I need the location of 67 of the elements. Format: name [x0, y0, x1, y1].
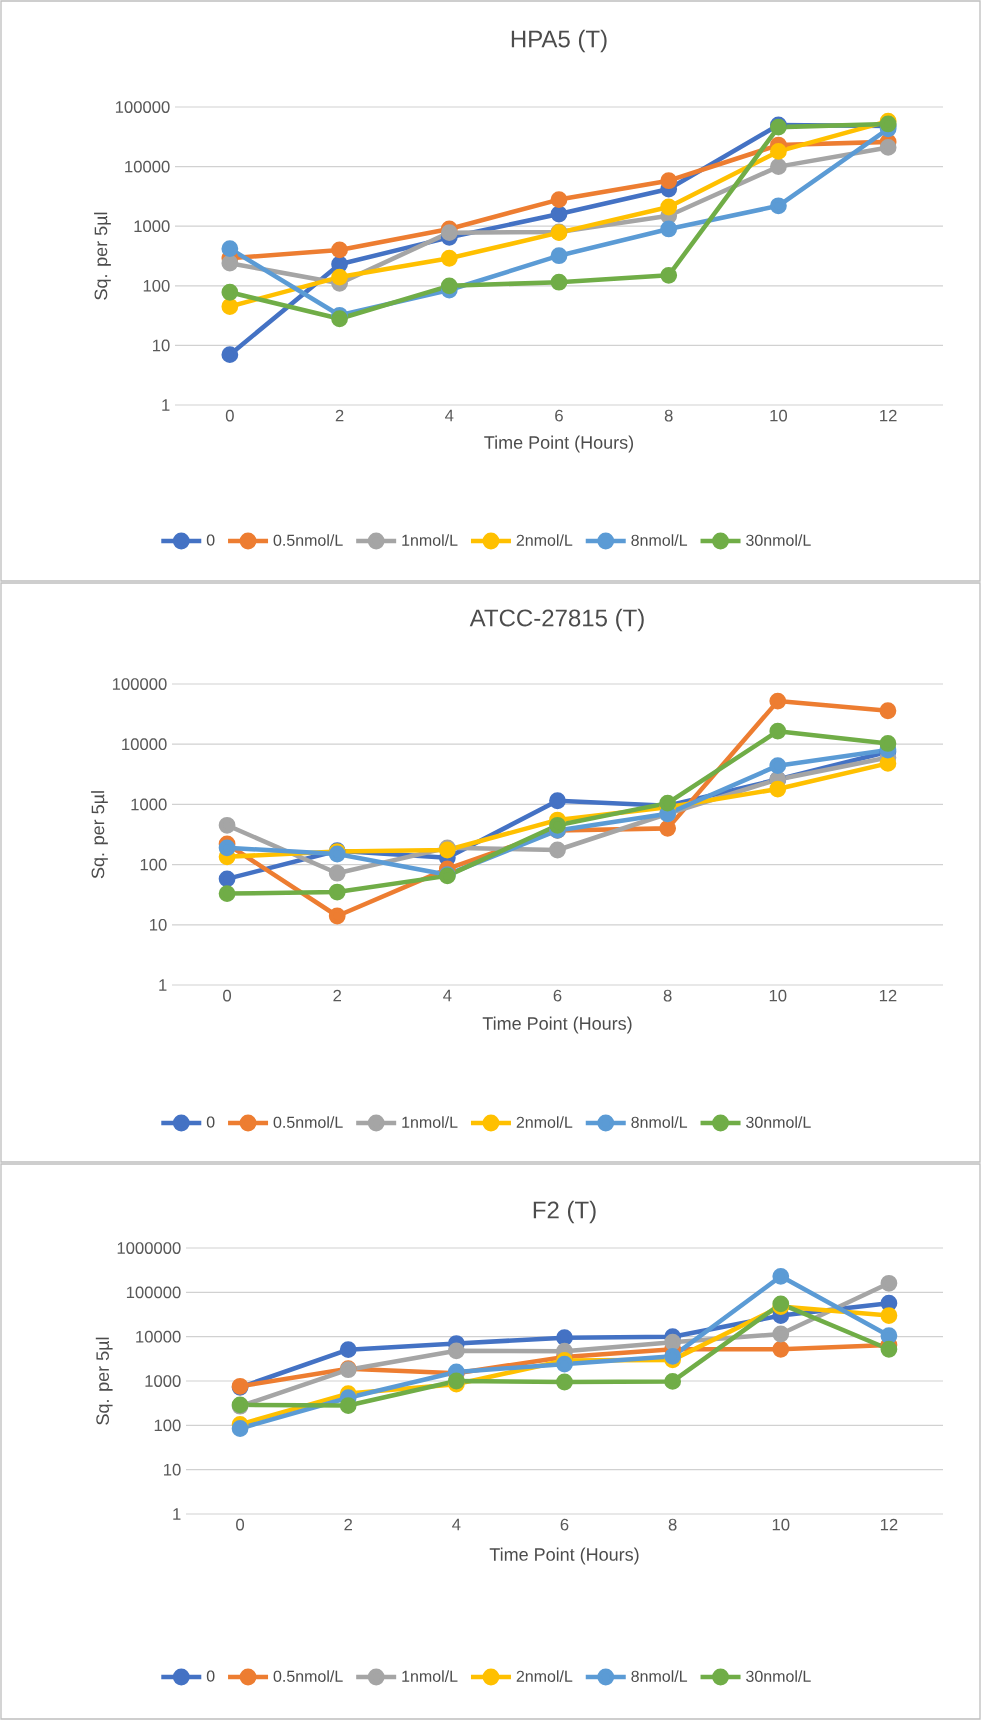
- x-tick-label: 0: [223, 989, 232, 1002]
- y-tick-label: 1000: [145, 1375, 181, 1387]
- y-tick-label: 1000: [134, 220, 170, 233]
- chart-title: F2 (T): [533, 1200, 596, 1224]
- x-tick-label: 6: [555, 409, 563, 422]
- x-tick-label: 6: [560, 1518, 569, 1531]
- x-tick-label: 2: [333, 989, 341, 1002]
- legend-label: 30nmol/L: [746, 1670, 811, 1682]
- x-tick-label: 4: [443, 989, 452, 1002]
- legend-label: 8nmol/L: [631, 1116, 688, 1128]
- y-tick-label: 100: [143, 279, 170, 292]
- legend-label: 30nmol/L: [746, 534, 811, 546]
- legend-label: 8nmol/L: [631, 1670, 688, 1682]
- x-axis-title: Time Point (Hours): [482, 1016, 632, 1034]
- x-tick-label: 10: [769, 989, 787, 1002]
- x-tick-label: 4: [452, 1518, 461, 1531]
- legend-label: 30nmol/L: [746, 1116, 811, 1128]
- x-tick-label: 4: [445, 409, 454, 422]
- y-tick-label: 1: [173, 1508, 181, 1520]
- x-tick-label: 0: [236, 1518, 245, 1531]
- y-axis-title: Sq. per 5µl: [91, 791, 108, 879]
- legend-label: 0: [206, 534, 215, 546]
- legend-label: 0.5nmol/L: [273, 534, 343, 546]
- x-tick-label: 6: [553, 989, 562, 1002]
- y-tick-label: 10000: [122, 738, 167, 751]
- x-tick-label: 12: [880, 1518, 898, 1531]
- x-tick-label: 10: [770, 409, 788, 422]
- y-tick-label: 1: [162, 399, 170, 411]
- legend-label: 0: [206, 1116, 215, 1128]
- x-tick-label: 2: [335, 409, 344, 422]
- legend-label: 8nmol/L: [631, 534, 688, 546]
- legend-label: 2nmol/L: [516, 1670, 573, 1682]
- y-tick-label: 10: [153, 339, 170, 352]
- y-tick-label: 100000: [126, 1286, 181, 1299]
- chart-title: ATCC-27815 (T): [469, 608, 644, 632]
- legend-label: 2nmol/L: [516, 534, 573, 546]
- x-tick-label: 8: [663, 989, 672, 1002]
- y-tick-label: 100: [140, 858, 167, 871]
- x-tick-label: 8: [668, 1518, 677, 1531]
- x-tick-label: 12: [879, 989, 897, 1002]
- y-tick-label: 10: [150, 918, 167, 931]
- x-axis-title: Time Point (Hours): [489, 1547, 639, 1565]
- legend-label: 0.5nmol/L: [273, 1670, 343, 1682]
- legend-label: 2nmol/L: [516, 1116, 573, 1128]
- x-tick-label: 12: [880, 409, 897, 422]
- y-tick-label: 10: [164, 1463, 181, 1476]
- y-tick-label: 10000: [136, 1330, 181, 1343]
- legend-label: 1nmol/L: [402, 534, 458, 546]
- x-tick-label: 8: [664, 409, 673, 422]
- y-tick-label: 1000000: [117, 1242, 181, 1254]
- x-tick-label: 2: [344, 1518, 352, 1531]
- y-tick-label: 100: [154, 1419, 181, 1432]
- y-tick-label: 100000: [115, 101, 170, 113]
- x-tick-label: 10: [772, 1518, 790, 1531]
- legend-label: 0: [206, 1670, 215, 1682]
- x-axis-title: Time Point (Hours): [484, 435, 634, 453]
- y-tick-label: 10000: [125, 160, 170, 173]
- y-axis-title: Sq. per 5µl: [95, 1337, 113, 1425]
- y-axis-title: Sq. per 5µl: [94, 212, 111, 300]
- legend-label: 1nmol/L: [402, 1116, 458, 1128]
- y-tick-label: 1000: [131, 798, 167, 811]
- y-tick-label: 1: [159, 979, 167, 991]
- legend-label: 0.5nmol/L: [273, 1116, 343, 1128]
- y-tick-label: 100000: [112, 678, 167, 690]
- x-tick-label: 0: [225, 409, 234, 422]
- chart-title: HPA5 (T): [511, 29, 607, 53]
- legend-label: 1nmol/L: [402, 1670, 458, 1682]
